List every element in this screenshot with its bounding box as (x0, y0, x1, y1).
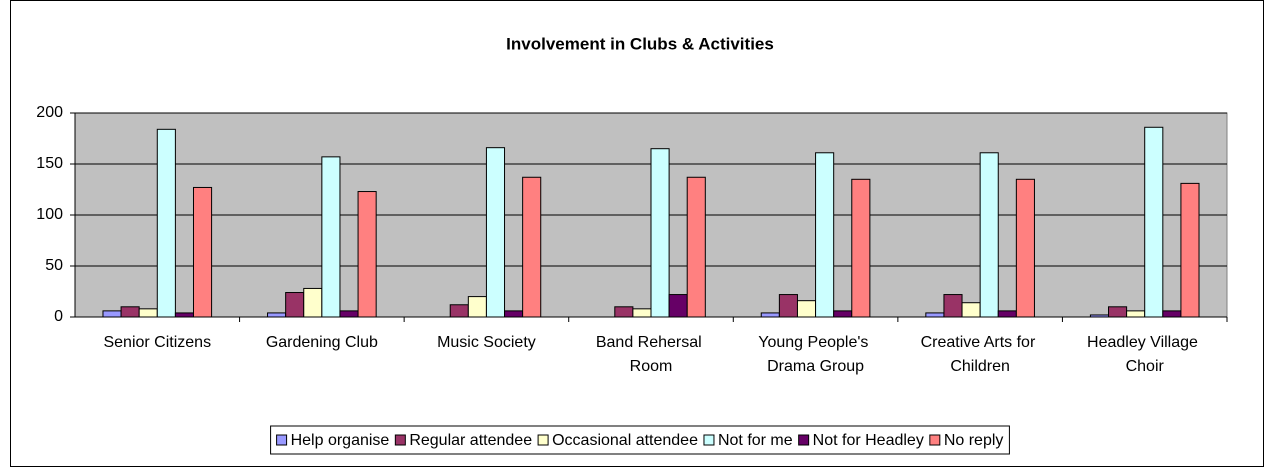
legend-swatch (276, 434, 288, 446)
legend-swatch (703, 434, 715, 446)
bar (485, 147, 506, 318)
legend-swatch (537, 434, 549, 446)
bar (156, 128, 176, 318)
x-tick-label: Young People's Drama Group (758, 334, 873, 375)
bar (1144, 126, 1164, 318)
bar (1126, 310, 1146, 318)
x-tick-label: Creative Arts for Children (921, 334, 1040, 375)
bar (614, 306, 634, 318)
bar (303, 287, 323, 318)
bar (1015, 178, 1035, 318)
x-tick-label: Senior Citizens (103, 334, 211, 351)
legend-label: Not for me (718, 432, 793, 449)
bar (686, 176, 706, 318)
legend-label: Not for Headley (813, 432, 924, 449)
bar (285, 292, 305, 318)
legend-swatch (798, 434, 810, 446)
bar (174, 312, 194, 318)
bar (321, 156, 341, 318)
bar (851, 178, 871, 318)
bar (632, 308, 652, 318)
bar (120, 306, 140, 318)
bar (1089, 314, 1110, 318)
bar (796, 300, 817, 318)
bar (961, 302, 981, 318)
bar (943, 294, 963, 318)
bar (357, 191, 377, 318)
bar (997, 310, 1017, 318)
legend-swatch (929, 434, 941, 446)
x-tick-label: Band Rehersal Room (596, 334, 706, 375)
legend-label: Occasional attendee (552, 432, 698, 449)
legend-swatch (394, 434, 406, 446)
bar (668, 294, 688, 318)
bar (522, 176, 542, 318)
bar (760, 312, 780, 318)
bar (1162, 310, 1182, 318)
y-tick-label: 50 (45, 257, 63, 274)
bar (267, 312, 287, 318)
bar (979, 152, 999, 318)
legend-box (270, 425, 1010, 455)
legend-label: Help organise (291, 432, 390, 449)
legend-label: Regular attendee (409, 432, 532, 449)
chart-title: Involvement in Clubs & Activities (506, 34, 774, 53)
bar (449, 304, 469, 318)
bar (192, 186, 213, 318)
y-tick-label: 150 (36, 155, 63, 172)
y-tick-label: 100 (36, 206, 63, 223)
bar (833, 310, 853, 318)
x-tick-label: Gardening Club (266, 334, 378, 351)
bar (778, 294, 798, 318)
bar (504, 310, 524, 318)
bar (102, 310, 122, 318)
x-tick-label: Headley Village Choir (1087, 334, 1202, 375)
bar (925, 312, 945, 318)
bar (339, 310, 359, 318)
bar (1108, 306, 1128, 318)
y-tick-label: 0 (54, 308, 63, 325)
bar (467, 296, 487, 318)
bar (1180, 182, 1200, 318)
bar (650, 148, 670, 318)
legend-label: No reply (944, 432, 1004, 449)
x-tick-label: Music Society (437, 334, 536, 351)
y-tick-label: 200 (36, 104, 63, 121)
bar (815, 152, 835, 318)
bar (138, 308, 158, 318)
